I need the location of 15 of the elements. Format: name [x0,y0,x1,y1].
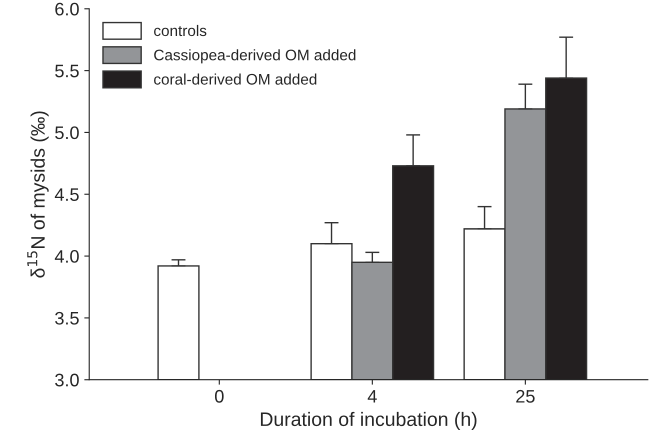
x-tick-label: 25 [516,390,535,403]
y-tick-label: 4.0 [54,250,79,263]
y-tick-label: 6.0 [55,2,79,16]
x-axis-title: Duration of incubation (h) [260,412,476,430]
y-tick-label: 3.5 [55,312,79,325]
legend-label: coral-derived OM added [154,73,316,85]
y-tick-label: 5.0 [55,126,79,140]
legend-label: controls [154,24,206,36]
y-tick-label: 4.5 [54,188,79,201]
x-tick-label: 4 [368,390,377,403]
x-tick-label: 0 [214,390,224,403]
y-tick-label: 5.5 [55,64,79,78]
y-axis-title: δ$^{15}$N of mysids (‰) [27,111,49,278]
legend-label: Cassiopea-derived OM added [154,49,356,64]
y-tick-label: 3.0 [55,374,79,386]
